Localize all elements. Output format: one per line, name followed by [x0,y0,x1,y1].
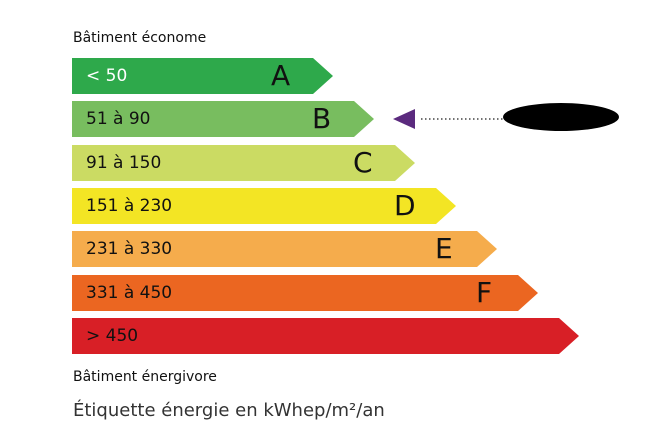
energy-class-a: < 50 A [72,58,333,94]
class-bar [72,275,538,311]
class-indicator [393,103,619,131]
class-letter: A [271,59,291,92]
class-letter: D [394,189,416,222]
class-letter: B [312,102,332,135]
class-bar [72,318,579,354]
class-range: 331 à 450 [86,283,173,303]
energy-class-d: 151 à 230 D [72,188,456,224]
energy-class-e: 231 à 330 E [72,231,497,267]
bottom-label: Bâtiment énergivore [73,369,217,385]
energy-class-b: 51 à 90 B [72,101,374,137]
class-bar [72,231,497,267]
class-range: 51 à 90 [86,109,151,129]
class-range: > 450 [86,326,139,346]
class-bar [72,145,415,181]
class-range: 91 à 150 [86,153,162,173]
class-letter: E [435,232,453,265]
energy-class-c: 91 à 150 C [72,145,415,181]
energy-class-g: > 450 [72,318,579,354]
class-range: < 50 [86,66,128,86]
caption: Étiquette énergie en kWhep/m²/an [73,400,385,421]
class-bar [72,188,456,224]
class-letter: C [353,146,373,179]
top-label: Bâtiment économe [73,30,207,46]
redacted-value [503,103,619,131]
class-bar [72,58,333,94]
class-bar [72,101,374,137]
energy-class-f: 331 à 450 F [72,275,538,311]
class-letter: F [476,276,493,309]
class-range: 231 à 330 [86,239,173,259]
indicator-arrow-icon [393,109,415,129]
class-range: 151 à 230 [86,196,173,216]
